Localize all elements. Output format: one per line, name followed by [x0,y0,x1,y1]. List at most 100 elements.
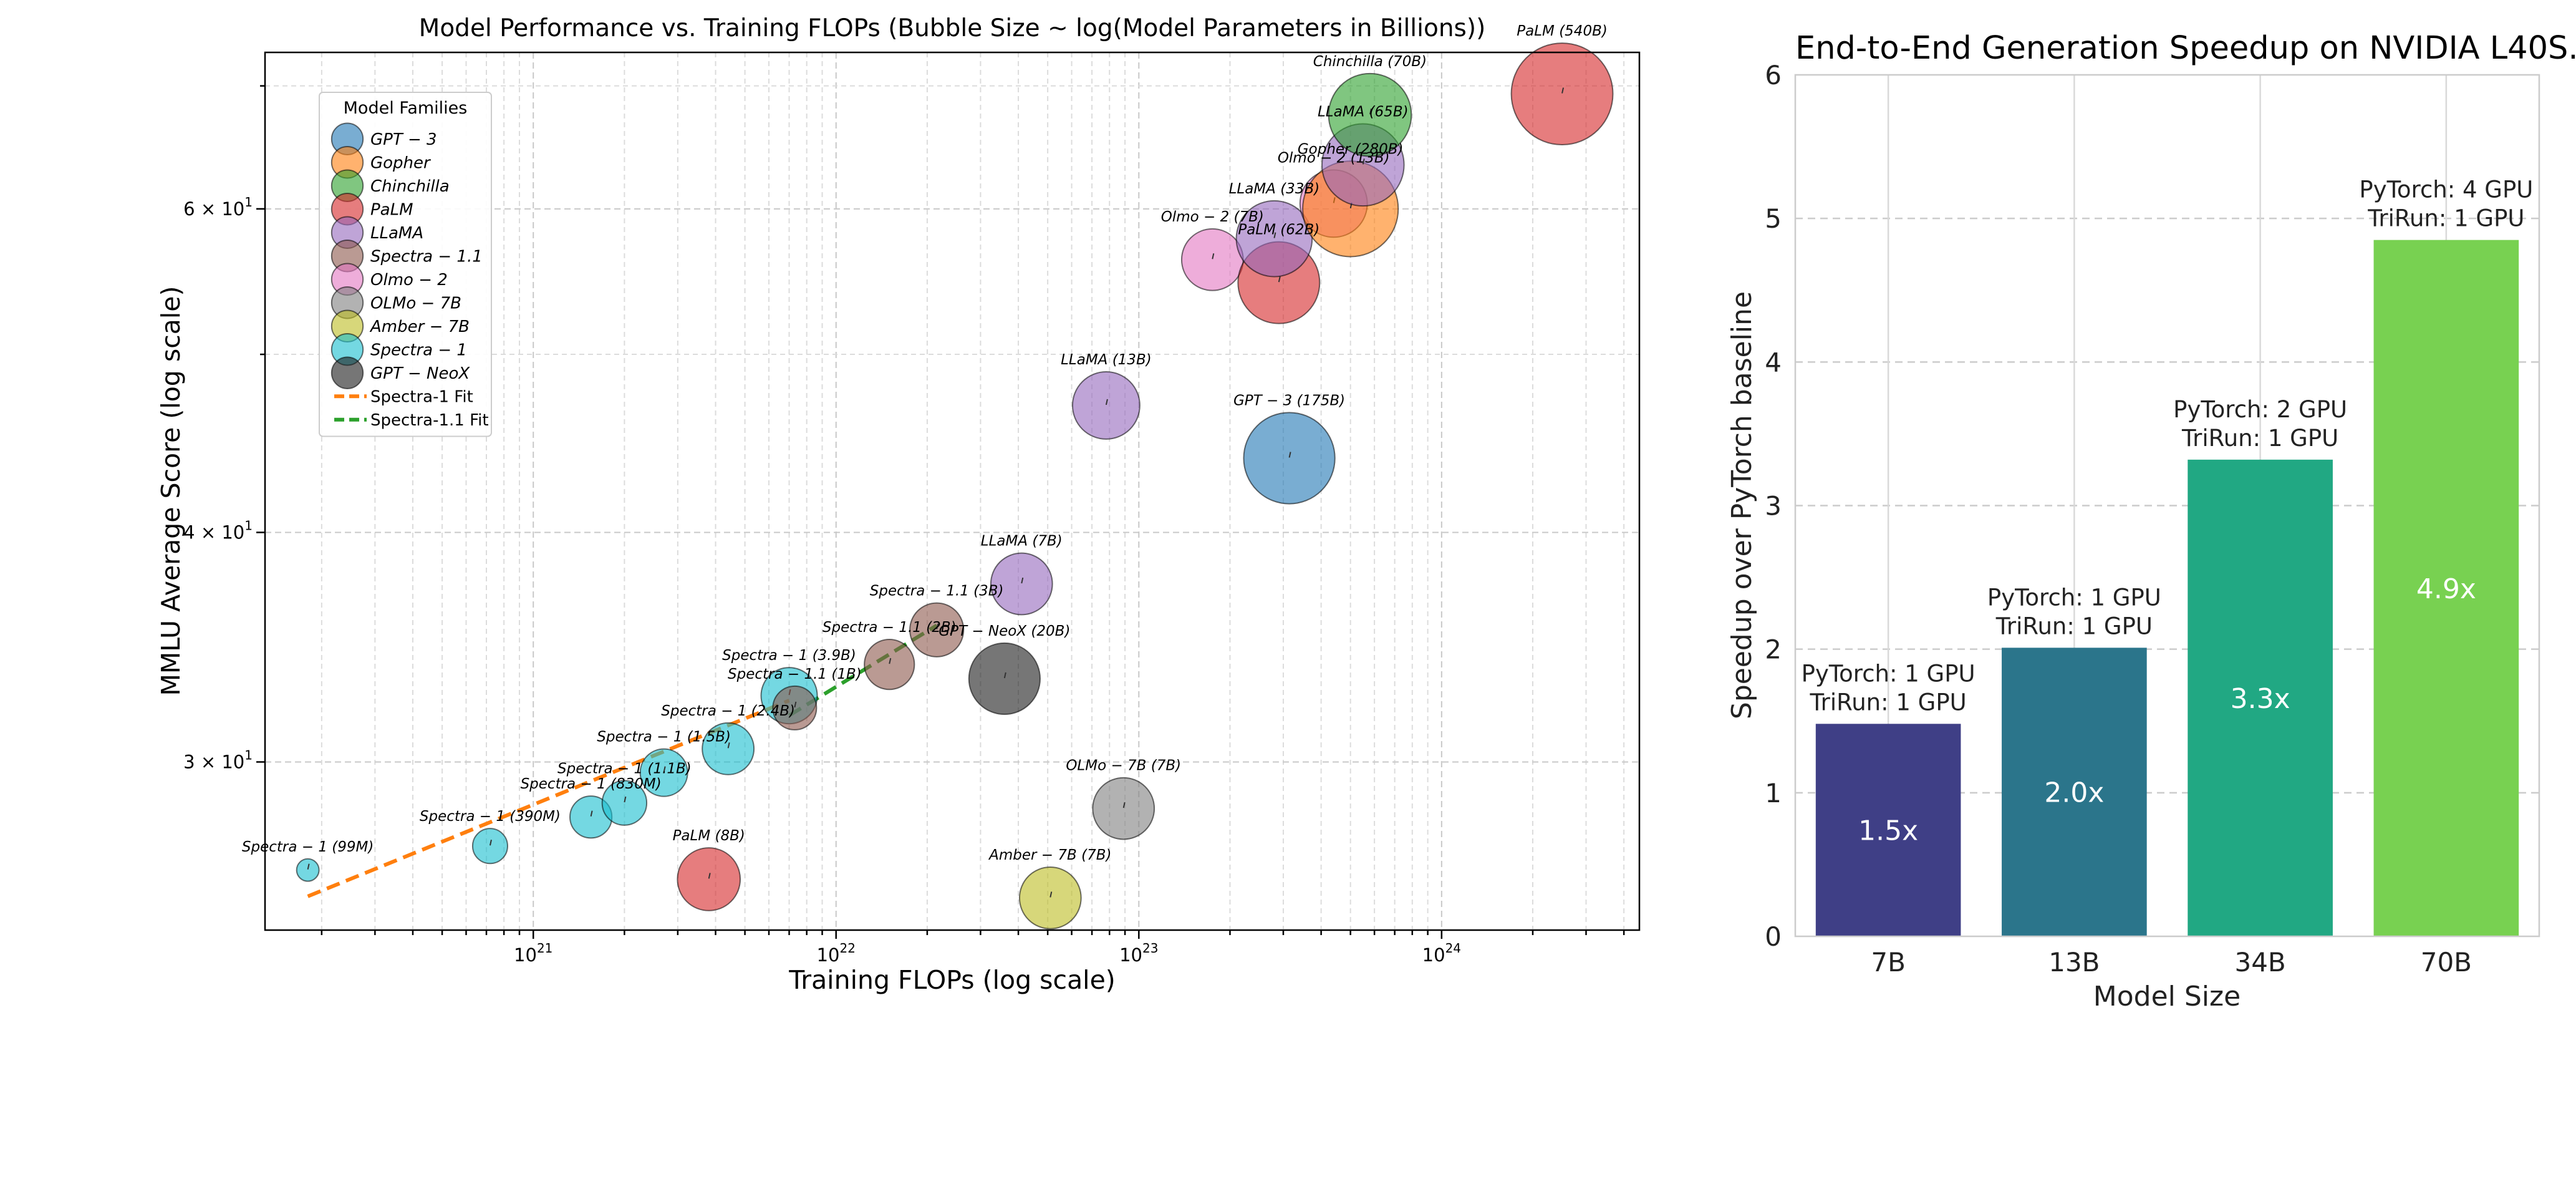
legend-label: OLMo − 7B [370,294,461,313]
point-label: OLMo − 7B (7B) [1066,758,1181,774]
bar-7B [1815,724,1961,936]
scatter-x-axis-label: Training FLOPs (log scale) [788,965,1116,995]
legend-label: Spectra − 1.1 [370,247,483,266]
x-tick-label: 1021 [514,941,552,966]
point-error-tick [663,766,666,772]
y-tick-label: 4 × 101 [183,518,253,543]
bar-chart: End-to-End Generation Speedup on NVIDIA … [1726,30,2576,1012]
legend-label: LLaMA [370,224,423,243]
point-label: Spectra − 1 (99M) [242,839,374,855]
bar-x-tick-label: 7B [1871,947,1906,978]
point-label: Chinchilla (70B) [1313,54,1427,70]
legend-marker [330,356,364,389]
bar-70B [2373,240,2519,937]
point-label: PaLM (540B) [1517,23,1608,39]
bar-value-label: 3.3x [2231,683,2290,715]
point-error-tick [307,863,310,870]
bar-annotation-line-1: PyTorch: 4 GPU [2359,177,2533,203]
legend-label: Spectra-1 Fit [370,387,473,406]
scatter-point [702,722,755,775]
point-label: Gopher (280B) [1298,141,1404,157]
legend-label: GPT − 3 [370,130,437,149]
scatter-point [1510,42,1614,145]
scatter-legend: Model Families GPT − 3 Gopher Chinchilla PaL… [319,92,492,437]
bar-annotations: PyTorch: 1 GPU TriRun: 1 GPU PyTorch: 1 GP… [1802,177,2534,716]
point-error-tick [708,873,711,879]
scatter-points [296,42,1614,929]
point-label: Spectra − 1 (2.4B) [661,703,795,719]
point-label: Spectra − 1 (3.9B) [722,648,856,664]
point-error-tick [1212,253,1215,260]
point-error-tick [1003,672,1006,679]
x-tick-label: 1022 [817,941,856,966]
point-error-tick [1369,108,1372,115]
x-tick-label: 1024 [1422,941,1461,966]
scatter-point-labels: Spectra − 1 (99M) Spectra − 1 (390M) Spect… [242,23,1608,863]
point-label: Spectra − 1.1 (2B) [822,619,957,636]
scatter-point [864,639,915,691]
scatter-point [296,858,320,882]
bar-34B [2188,459,2333,936]
x-tick-label: 1023 [1119,941,1158,966]
point-label: LLaMA (7B) [981,533,1063,550]
bar-annotation-line-1: PyTorch: 1 GPU [1802,660,1975,687]
point-label: Spectra − 1 (390M) [420,808,561,825]
point-label: PaLM (62B) [1238,222,1319,238]
scatter-grid [265,52,1639,930]
scatter-point [1071,371,1141,440]
bar-y-tick-label: 1 [1765,778,1782,808]
bar-value-label: 1.5x [1858,815,1918,847]
scatter-point [990,552,1053,616]
scatter-point [772,685,818,730]
bar-annotation-line-1: PyTorch: 1 GPU [1987,584,2161,611]
legend-label: Spectra-1.1 Fit [370,411,489,430]
bar-y-tick-label: 3 [1765,491,1782,522]
point-label: Spectra − 1.1 (3B) [870,583,1004,599]
point-error-tick [1049,891,1053,898]
point-error-tick [590,810,593,817]
bar-y-tick-label: 6 [1765,60,1782,90]
point-error-tick [794,701,797,708]
bar-y-axis-label: Speedup over PyTorch baseline [1726,291,1758,719]
scatter-point [677,847,741,911]
point-label: Olmo − 2 (13B) [1278,150,1390,166]
bar-annotation-line-2: TriRun: 1 GPU [2181,425,2338,452]
point-error-tick [889,657,892,664]
scatter-point [1235,200,1313,278]
point-error-tick [1273,232,1276,238]
bar-y-tick-label: 5 [1765,203,1782,234]
point-error-tick [1021,577,1024,584]
point-label: GPT − 3 (175B) [1233,392,1345,409]
bar-x-tick-label: 13B [2048,947,2100,978]
bar-title: End-to-End Generation Speedup on NVIDIA … [1795,30,2576,67]
point-label: GPT − NeoX (20B) [938,623,1070,639]
point-error-tick [1288,452,1291,458]
point-error-tick [489,840,492,846]
scatter-point [1018,866,1082,929]
scatter-point [1328,72,1412,157]
point-error-tick [1105,399,1108,405]
legend-label: Gopher [370,153,432,172]
scatter-title: Model Performance vs. Training FLOPs (Bu… [419,14,1486,42]
point-label: LLaMA (33B) [1229,181,1320,197]
point-label: LLaMA (65B) [1318,104,1409,120]
scatter-point [601,780,648,826]
scatter-point [968,642,1041,716]
scatter-y-axis-label: MMLU Average Score (log scale) [156,286,186,696]
legend-label: Olmo − 2 [370,271,448,289]
point-error-tick [936,623,939,629]
legend-label: Spectra − 1 [370,341,467,359]
scatter-chart: Model Performance vs. Training FLOPs (Bu… [156,14,1641,995]
point-label: Spectra − 1 (830M) [521,776,662,792]
point-error-tick [1362,158,1365,165]
point-label: Amber − 7B (7B) [988,847,1111,863]
bar-axes-frame [1794,74,2540,938]
legend-label: PaLM [370,200,413,219]
legend-label: Chinchilla [370,177,450,196]
point-label: Spectra − 1 (1.5B) [597,729,731,745]
bar-x-tick-label: 70B [2421,947,2472,978]
point-error-tick [1278,276,1281,283]
point-label: Spectra − 1 (1.1B) [557,760,692,777]
y-tick-label: 3 × 101 [183,747,253,772]
point-label: LLaMA (13B) [1061,352,1152,368]
